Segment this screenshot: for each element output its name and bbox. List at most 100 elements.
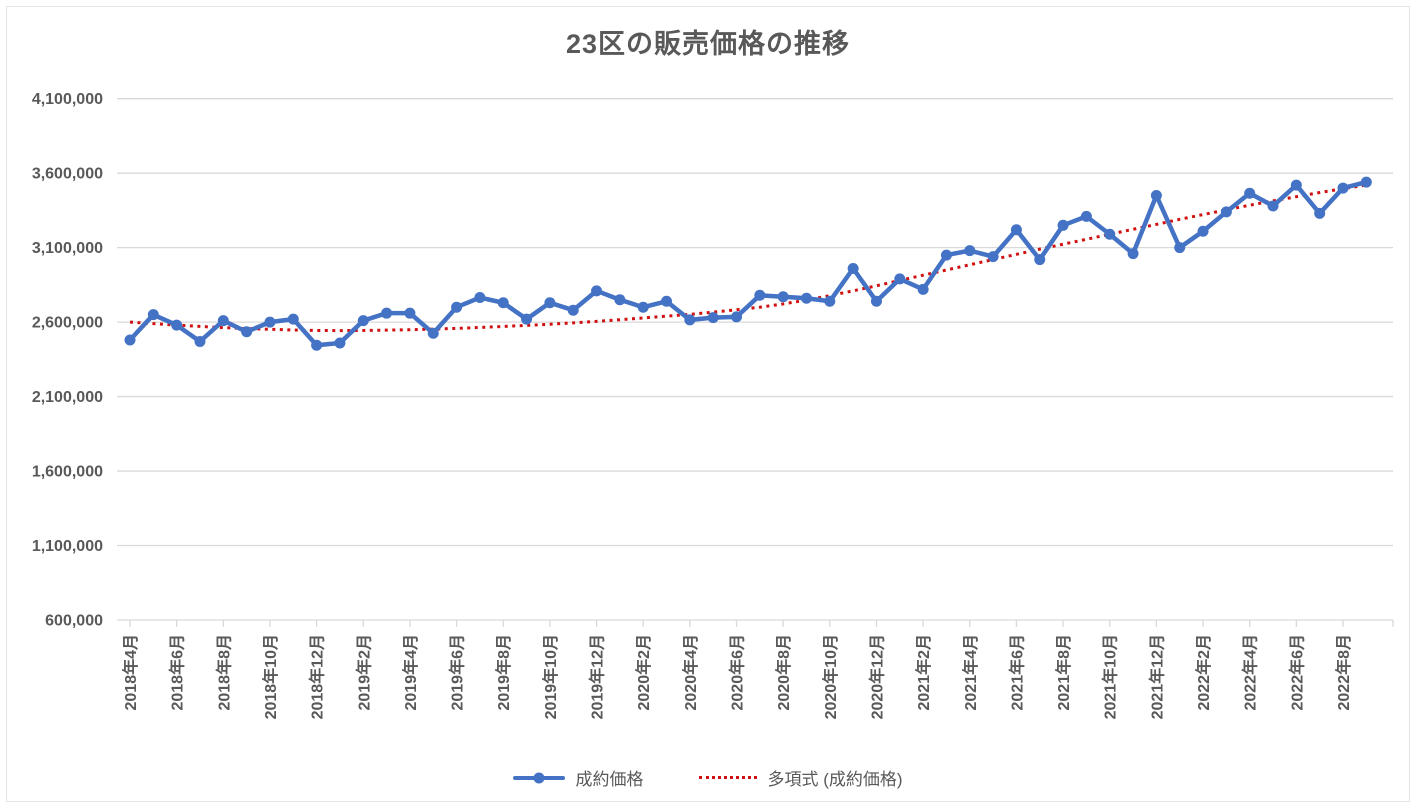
x-axis-tick-label: 2018年10月: [261, 634, 280, 719]
x-axis-tick-label: 2019年2月: [354, 634, 373, 711]
data-point-marker: [987, 251, 999, 263]
x-axis-tick-label: 2021年2月: [914, 634, 933, 711]
data-point-marker: [1244, 187, 1256, 199]
x-axis-tick-label: 2021年12月: [1147, 634, 1166, 719]
data-point-marker: [311, 339, 323, 351]
data-point-marker: [707, 312, 719, 324]
data-point-marker: [1080, 210, 1092, 222]
x-axis-tick-label: 2020年12月: [867, 634, 886, 719]
x-axis-tick-label: 2021年6月: [1007, 634, 1026, 711]
x-axis-tick-label: 2022年8月: [1334, 634, 1353, 711]
data-point-marker: [474, 292, 486, 304]
data-point-marker: [1034, 254, 1046, 266]
data-point-marker: [171, 319, 183, 331]
x-axis-tick-label: 2019年8月: [494, 634, 513, 711]
data-point-marker: [1150, 190, 1162, 202]
data-point-marker: [894, 273, 906, 285]
x-axis-tick-label: 2022年4月: [1241, 634, 1260, 711]
data-point-marker: [800, 292, 812, 304]
x-axis-tick-label: 2018年6月: [168, 634, 187, 711]
x-axis-tick-label: 2018年12月: [308, 634, 327, 719]
data-point-marker: [497, 297, 509, 309]
data-point-marker: [451, 301, 463, 313]
data-point-marker: [1197, 225, 1209, 237]
x-axis-tick-label: 2020年2月: [634, 634, 653, 711]
data-point-marker: [1057, 219, 1069, 231]
y-axis-tick-label: 1,600,000: [32, 464, 103, 481]
y-axis-tick-label: 4,100,000: [32, 91, 103, 108]
data-point-marker: [334, 337, 346, 349]
data-point-marker: [1174, 242, 1186, 254]
y-axis-tick-label: 3,100,000: [32, 240, 103, 257]
trendline-dotted-sample-icon: [699, 776, 758, 779]
x-axis-tick-label: 2022年2月: [1194, 634, 1213, 711]
data-point-marker: [241, 326, 253, 338]
x-axis-tick-label: 2018年4月: [121, 634, 140, 711]
data-point-marker: [1337, 182, 1349, 194]
x-axis-tick-label: 2022年6月: [1287, 634, 1306, 711]
data-point-marker: [777, 291, 789, 303]
data-point-marker: [1010, 224, 1022, 236]
y-axis-tick-label: 1,100,000: [32, 538, 103, 555]
data-point-marker: [870, 295, 882, 307]
data-point-marker: [1220, 206, 1232, 218]
data-point-marker: [731, 311, 743, 323]
data-point-marker: [124, 334, 136, 346]
x-axis-tick-label: 2019年6月: [448, 634, 467, 711]
data-point-marker: [940, 249, 952, 261]
x-axis-tick-label: 2021年8月: [1054, 634, 1073, 711]
x-axis-tick-label: 2019年4月: [401, 634, 420, 711]
y-axis-tick-label: 2,100,000: [32, 389, 103, 406]
data-point-marker: [264, 316, 276, 328]
data-point-marker: [287, 313, 299, 325]
x-axis-tick-label: 2020年6月: [728, 634, 747, 711]
y-axis-tick-label: 600,000: [45, 613, 103, 630]
x-axis-tick-label: 2019年12月: [588, 634, 607, 719]
data-point-marker: [357, 315, 369, 327]
x-axis-tick-label: 2018年8月: [214, 634, 233, 711]
data-point-marker: [1360, 176, 1372, 188]
x-axis-tick-label: 2020年10月: [821, 634, 840, 719]
series-line-sample-icon: [513, 772, 566, 783]
legend-label-series: 成約価格: [575, 770, 644, 789]
data-point-marker: [404, 307, 416, 319]
data-point-marker: [824, 295, 836, 307]
data-point-marker: [1267, 200, 1279, 212]
data-point-marker: [684, 314, 696, 326]
data-point-marker: [544, 297, 556, 309]
chart-title: 23区の販売価格の推移: [565, 29, 851, 59]
chart-frame: [6, 6, 1410, 802]
legend-label-trendline: 多項式 (成約価格): [767, 770, 903, 789]
data-point-marker: [521, 313, 533, 325]
data-point-marker: [147, 309, 159, 321]
data-point-marker: [217, 315, 229, 327]
data-point-marker: [194, 335, 206, 347]
y-axis-tick-label: 2,600,000: [32, 315, 103, 332]
x-axis-tick-label: 2020年4月: [681, 634, 700, 711]
x-axis-tick-label: 2020年8月: [774, 634, 793, 711]
data-point-marker: [754, 289, 766, 301]
legend-item-trendline: 多項式 (成約価格): [699, 765, 903, 790]
legend-item-series: 成約価格: [513, 765, 643, 790]
y-axis-tick-label: 3,600,000: [32, 166, 103, 183]
data-point-marker: [381, 307, 393, 319]
data-point-marker: [427, 327, 439, 339]
data-point-marker: [637, 301, 649, 313]
x-axis-tick-label: 2021年4月: [961, 634, 980, 711]
data-point-marker: [964, 245, 976, 257]
data-point-marker: [1127, 248, 1139, 260]
data-point-marker: [917, 283, 929, 295]
data-point-marker: [1314, 207, 1326, 219]
data-point-marker: [661, 295, 673, 307]
data-point-marker: [847, 262, 859, 274]
data-point-marker: [1290, 179, 1302, 191]
x-axis-tick-label: 2021年10月: [1101, 634, 1120, 719]
series-line: [127, 179, 1369, 348]
x-axis-tick-label: 2019年10月: [541, 634, 560, 719]
data-point-marker: [614, 294, 626, 306]
chart-legend: 成約価格 多項式 (成約価格): [0, 765, 1416, 790]
data-point-marker: [567, 304, 579, 316]
data-point-marker: [591, 285, 603, 297]
data-point-marker: [1104, 228, 1116, 240]
